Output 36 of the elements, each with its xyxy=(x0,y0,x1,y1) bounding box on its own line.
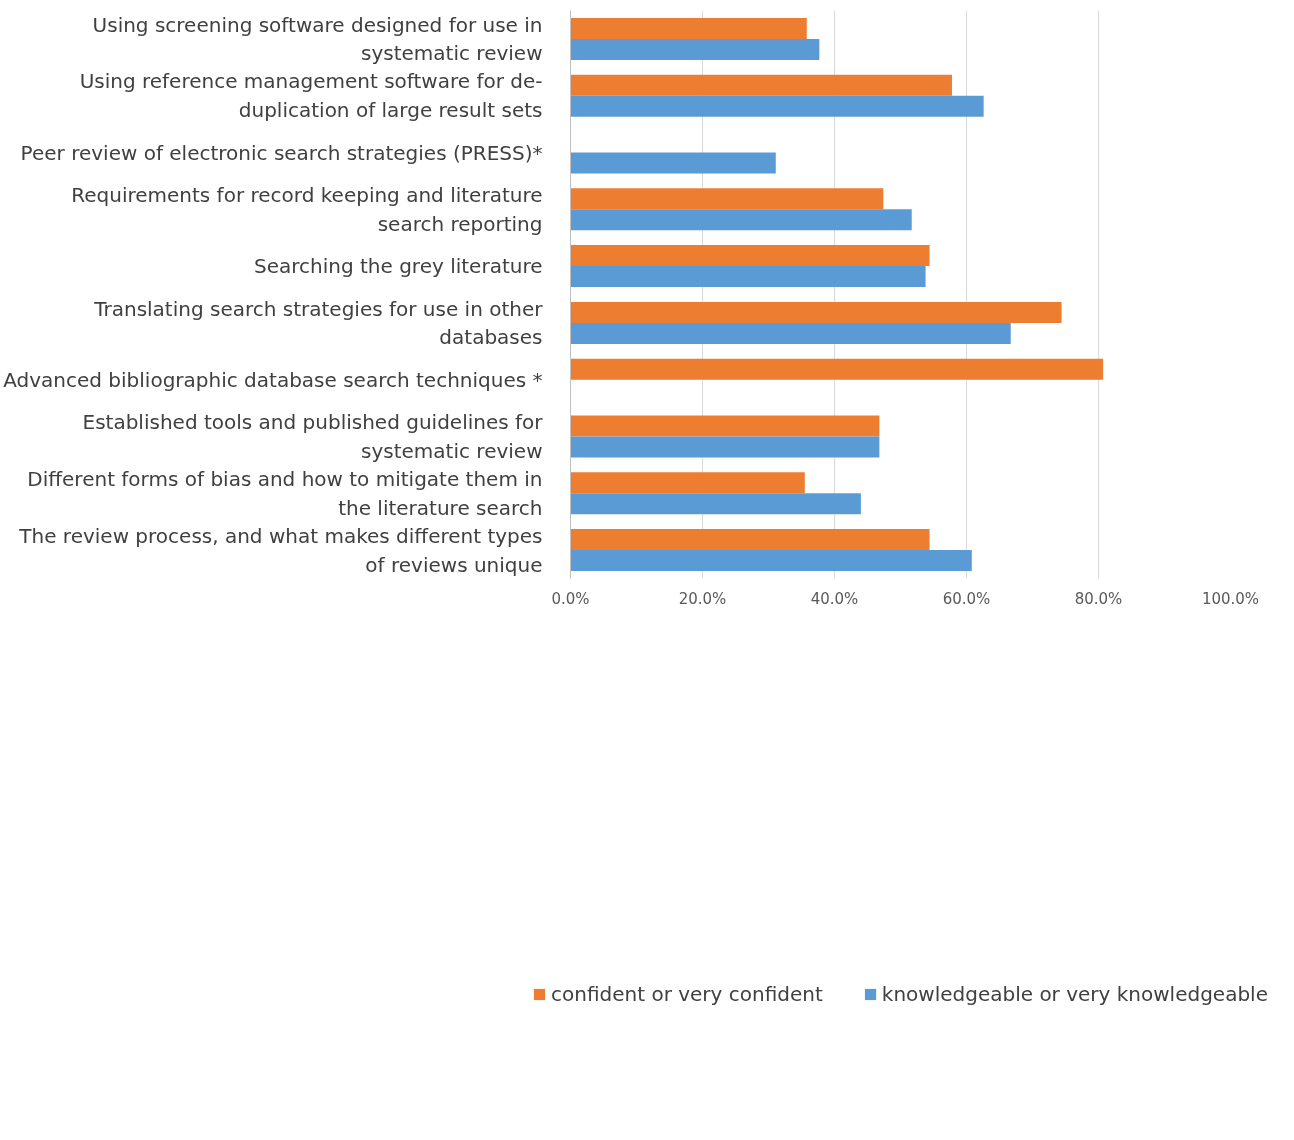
bar xyxy=(570,38,820,60)
bar xyxy=(570,358,1104,380)
y-tick-label: Using screening software designed for use in systematic review xyxy=(92,12,543,66)
y-tick-label: Translating search strategies for use in other databases xyxy=(93,296,544,350)
y-tick-label: Different forms of bias and how to mitigate them in the literature search xyxy=(27,466,543,520)
bar xyxy=(570,152,776,174)
bar xyxy=(570,95,984,117)
y-tick-label: Established tools and published guidelines for systematic review xyxy=(82,410,544,463)
legend-label: confident or very confident xyxy=(551,982,823,1006)
bar xyxy=(570,436,880,458)
y-tick-label: Searching the grey literature xyxy=(254,254,543,279)
bar xyxy=(570,322,1011,344)
y-tick-label: Advanced bibliographic database search techniques * xyxy=(3,367,543,392)
bar xyxy=(570,266,926,288)
x-tick-label: 0.0% xyxy=(551,589,590,608)
bar xyxy=(570,550,972,572)
y-tick-label: The review process, and what makes different types of reviews unique xyxy=(18,523,543,577)
x-tick-label: 100.0% xyxy=(1201,589,1260,608)
y-tick-label: Peer review of electronic search strategies (PRESS)* xyxy=(20,140,543,165)
bar xyxy=(570,415,880,437)
bar xyxy=(570,74,952,96)
y-tick-label: Using reference management software for de-duplication of large result sets xyxy=(79,69,543,123)
legend-label: knowledgeable or very knowledgeable xyxy=(881,982,1268,1006)
bar xyxy=(570,17,807,39)
bar xyxy=(570,472,805,494)
x-tick-label: 40.0% xyxy=(810,589,859,608)
y-tick-label: Requirements for record keeping and literature search reporting xyxy=(71,182,543,236)
bar xyxy=(570,301,1062,323)
bar xyxy=(570,188,884,210)
bar xyxy=(570,529,930,551)
bar xyxy=(570,245,930,267)
bar xyxy=(570,493,861,515)
bar xyxy=(570,209,912,231)
x-tick-label: 20.0% xyxy=(678,589,727,608)
x-tick-label: 80.0% xyxy=(1074,589,1123,608)
x-tick-label: 60.0% xyxy=(942,589,991,608)
